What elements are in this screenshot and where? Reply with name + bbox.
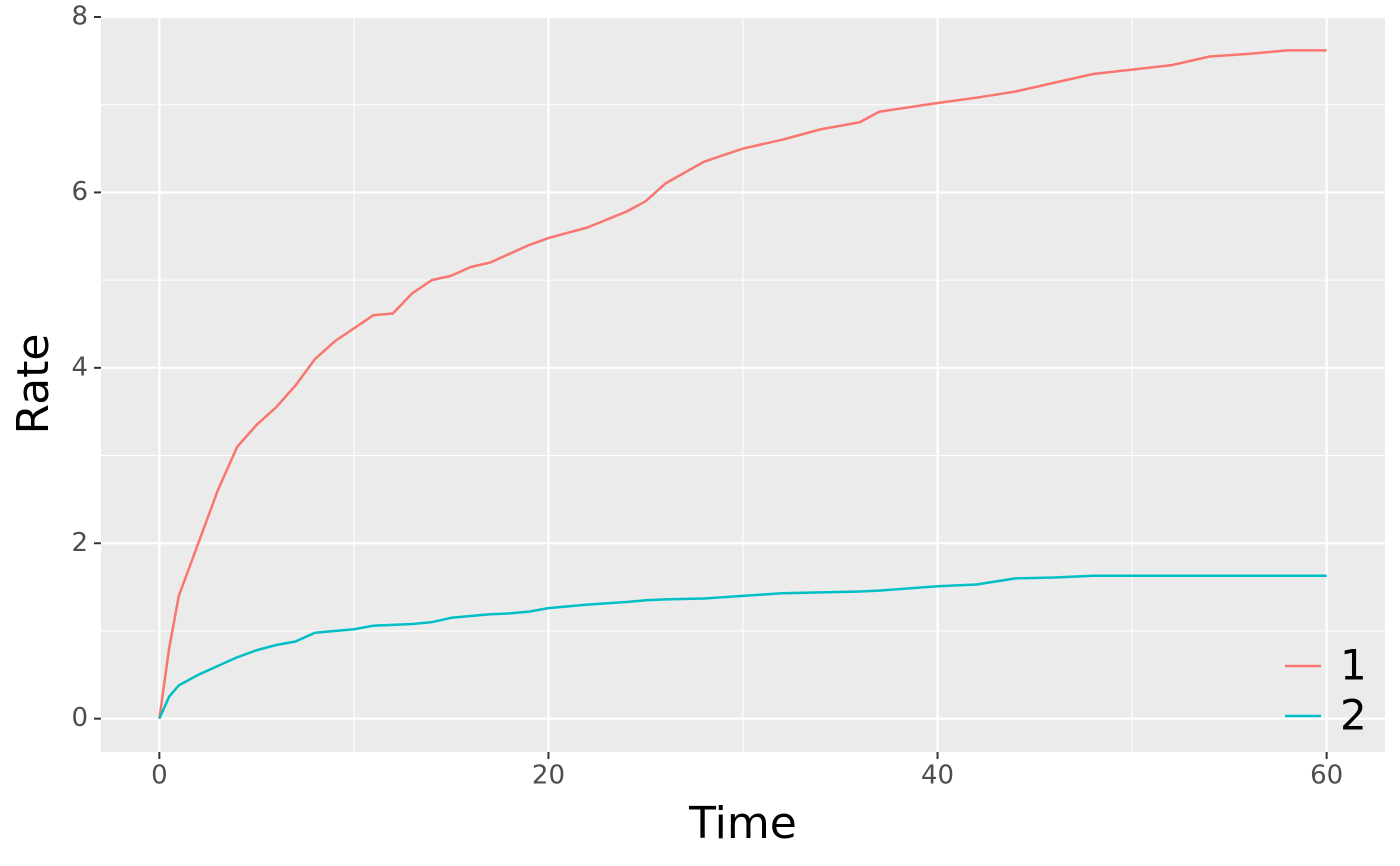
legend-label: 1 [1340,641,1367,690]
data-line [158,49,1327,719]
x-axis-title: Time [688,798,797,849]
x-tick-label: 60 [1310,761,1343,791]
x-tick-label: 40 [921,761,954,791]
y-tick-label: 0 [71,703,88,733]
y-axis-title: Rate [8,334,59,435]
data-line [158,574,1327,720]
legend-label: 2 [1340,691,1367,740]
y-tick-label: 8 [71,2,88,32]
y-tick-label: 2 [71,528,88,558]
y-tick-label: 4 [71,352,88,382]
x-tick-label: 0 [151,761,168,791]
x-tick-label: 20 [532,761,565,791]
y-tick-label: 6 [71,177,88,207]
